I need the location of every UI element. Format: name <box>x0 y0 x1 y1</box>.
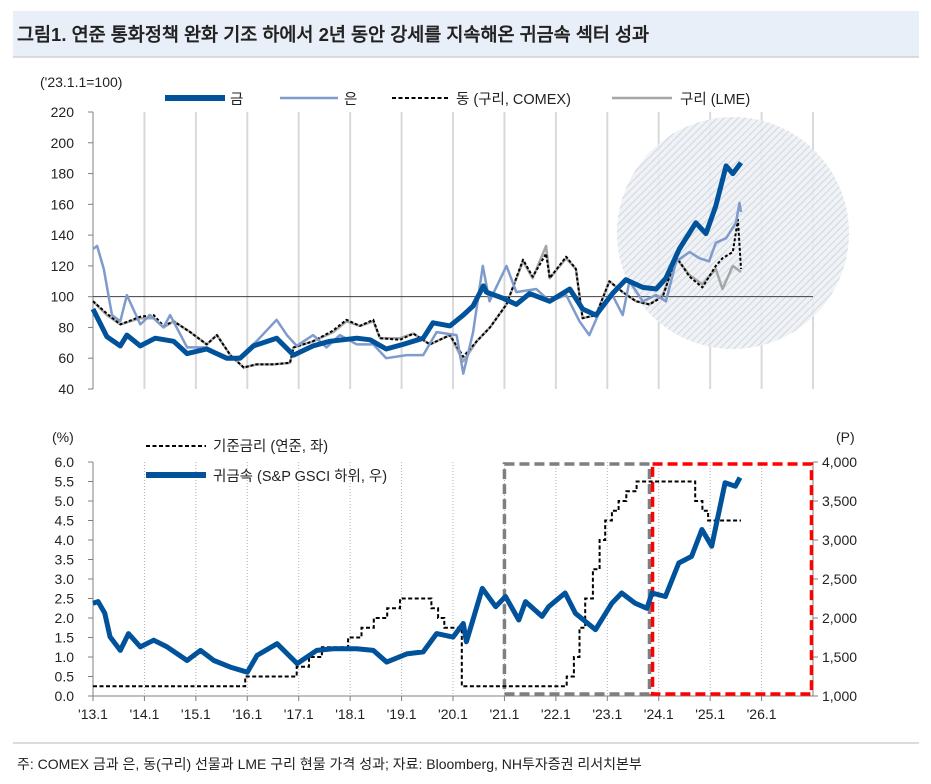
footer-note: 주: COMEX 금과 은, 동(구리) 선물과 LME 구리 현물 가격 성과… <box>17 756 642 772</box>
x-tick-label: '20.1 <box>438 706 468 722</box>
bottom-series <box>92 476 743 688</box>
y-tick-label: 160 <box>51 196 75 212</box>
y-tick-label: 60 <box>58 350 74 366</box>
x-tick-label: '18.1 <box>335 706 365 722</box>
legend-label-gold: 금 <box>230 92 243 108</box>
left-tick-label: 3.5 <box>55 552 75 568</box>
right-tick-label: 4,000 <box>822 454 857 470</box>
top-unit-label: ('23.1.1=100) <box>40 74 122 90</box>
bottom-chart: 6.0 5.5 5.0 4.5 4.0 3.5 3.0 2.5 2.0 1.5 1.0 0.5 0.0 4… <box>52 429 857 722</box>
x-tick-label: '26.1 <box>747 706 777 722</box>
legend-label-copper-comex: 동 (구리, COMEX) <box>456 91 571 108</box>
right-tick-label: 3,500 <box>822 493 857 509</box>
left-tick-label: 4.0 <box>55 532 75 548</box>
left-tick-label: 0.0 <box>55 688 75 704</box>
x-tick-label: '23.1 <box>592 706 622 722</box>
legend-label-silver: 은 <box>344 92 357 108</box>
bottom-gridlines <box>143 462 763 696</box>
y-tick-label: 80 <box>58 319 74 335</box>
legend-label-fed-rate: 기준금리 (연준, 좌) <box>213 438 328 455</box>
bottom-left-unit: (%) <box>52 429 74 445</box>
x-tick-label: '17.1 <box>284 706 314 722</box>
left-tick-label: 1.0 <box>55 649 75 665</box>
x-tick-label: '14.1 <box>129 706 159 722</box>
highlight-boxes <box>502 462 814 696</box>
series-line-silver <box>92 201 743 375</box>
x-tick-label: '19.1 <box>387 706 417 722</box>
highlight-hatched-circle <box>617 117 849 349</box>
left-tick-label: 4.5 <box>55 513 75 529</box>
y-tick-label: 140 <box>51 227 75 243</box>
highlight-box-gray <box>502 462 652 696</box>
right-tick-label: 1,500 <box>822 649 857 665</box>
y-tick-label: 180 <box>51 166 75 182</box>
x-tick-label: '13.1 <box>78 706 108 722</box>
figure-title: 그림1. 연준 통화정책 완화 기조 하에서 2년 동안 강세를 지속해온 귀금… <box>17 24 649 45</box>
x-tick-label: '16.1 <box>232 706 262 722</box>
top-series <box>90 161 743 375</box>
left-tick-label: 2.0 <box>55 610 75 626</box>
series-line-gold <box>90 161 743 361</box>
series-line-fed-rate <box>93 480 741 688</box>
y-tick-label: 220 <box>51 104 75 120</box>
left-tick-label: 3.0 <box>55 571 75 587</box>
bottom-right-unit: (P) <box>836 429 855 445</box>
top-y-ticks: 220 200 180 160 140 120 100 80 60 40 <box>51 104 93 397</box>
y-tick-label: 40 <box>58 381 74 397</box>
bottom-legend: 기준금리 (연준, 좌) 귀금속 (S&P GSCI 하위, 우) <box>146 438 387 485</box>
series-line-precious-metals <box>92 476 743 675</box>
x-tick-label: '21.1 <box>489 706 519 722</box>
left-tick-label: 0.5 <box>55 669 75 685</box>
top-chart: 220 200 180 160 140 120 100 80 60 40 ('23.1.1=100… <box>40 74 849 397</box>
y-tick-label: 100 <box>51 289 75 305</box>
y-tick-label: 200 <box>51 135 75 151</box>
right-tick-label: 1,000 <box>822 688 857 704</box>
legend-label-precious-metals: 귀금속 (S&P GSCI 하위, 우) <box>213 468 387 485</box>
x-tick-label: '15.1 <box>181 706 211 722</box>
x-tick-label: '25.1 <box>695 706 725 722</box>
right-tick-label: 2,000 <box>822 610 857 626</box>
right-tick-label: 3,000 <box>822 532 857 548</box>
highlight-box-red <box>650 462 814 696</box>
top-legend: 금 은 동 (구리, COMEX) 구리 (LME) <box>165 91 750 108</box>
left-tick-label: 5.0 <box>55 493 75 509</box>
left-tick-label: 2.5 <box>55 591 75 607</box>
right-tick-label: 2,500 <box>822 571 857 587</box>
y-tick-label: 120 <box>51 258 75 274</box>
title-band <box>13 11 919 57</box>
x-tick-label: '22.1 <box>541 706 571 722</box>
bottom-ticks: 6.0 5.5 5.0 4.5 4.0 3.5 3.0 2.5 2.0 1.5 1.0 0.5 0.0 4… <box>55 454 858 722</box>
left-tick-label: 5.5 <box>55 474 75 490</box>
x-tick-label: '24.1 <box>644 706 674 722</box>
legend-label-copper-lme: 구리 (LME) <box>680 91 750 108</box>
left-tick-label: 1.5 <box>55 630 75 646</box>
left-tick-label: 6.0 <box>55 454 75 470</box>
